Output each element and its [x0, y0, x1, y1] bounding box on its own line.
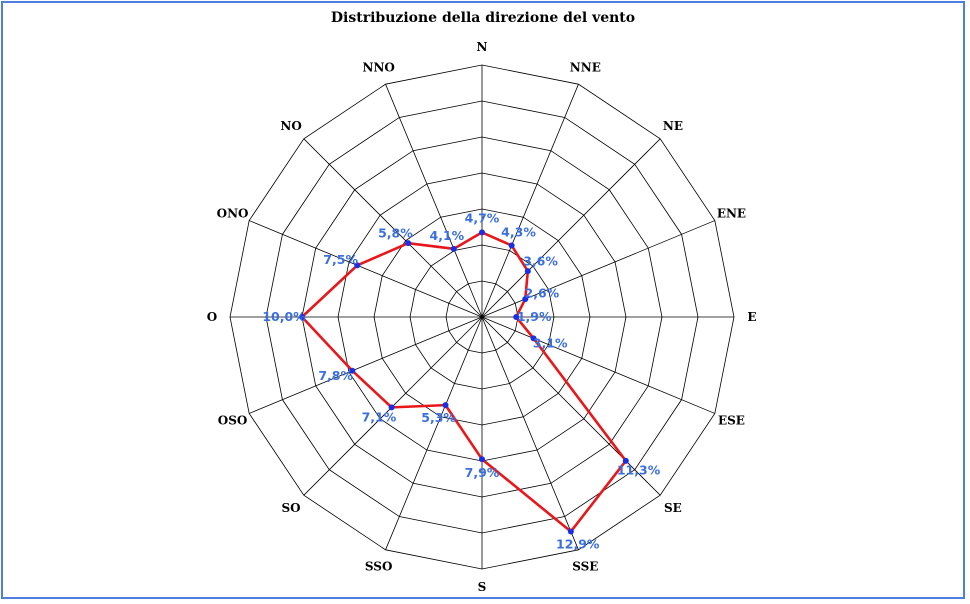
direction-label: E	[747, 310, 756, 324]
direction-label: ENE	[717, 207, 746, 221]
value-label: 4,3%	[501, 225, 536, 240]
data-point	[349, 367, 356, 374]
value-label: 7,9%	[465, 465, 500, 480]
data-point	[508, 242, 515, 249]
data-point	[524, 268, 531, 275]
grid-spoke	[385, 316, 483, 550]
value-label: 2,6%	[525, 286, 560, 301]
data-point	[567, 528, 574, 535]
grid-spoke	[385, 84, 483, 318]
value-label: 12,9%	[556, 536, 600, 551]
data-point	[513, 314, 520, 320]
grid-spoke	[249, 220, 483, 318]
direction-label: NNE	[570, 61, 601, 75]
data-point	[622, 457, 629, 464]
direction-label: ONO	[217, 207, 249, 221]
grid-spoke	[481, 84, 579, 318]
value-label: 5,3%	[421, 410, 456, 425]
value-label: 11,3%	[617, 463, 661, 478]
data-point	[405, 240, 412, 247]
value-label: 7,8%	[318, 368, 353, 383]
value-label: 1,9%	[517, 309, 552, 324]
direction-label: N	[477, 40, 488, 54]
data-point	[388, 404, 395, 411]
data-point	[479, 456, 485, 463]
data-point	[299, 314, 305, 320]
grid-spoke	[481, 316, 661, 496]
direction-label: OSO	[218, 413, 248, 427]
grid-spoke	[481, 220, 715, 318]
data-point	[530, 335, 537, 342]
grid-spoke	[481, 316, 715, 414]
direction-label: SSE	[572, 559, 598, 573]
direction-label: NNO	[362, 61, 394, 75]
data-point	[442, 402, 449, 409]
direction-label: ESE	[718, 413, 745, 427]
grid-spoke	[481, 138, 661, 318]
data-point	[450, 245, 457, 252]
value-label: 3,6%	[523, 253, 558, 268]
direction-label: O	[207, 310, 217, 324]
direction-label: NE	[663, 119, 683, 133]
value-label: 5,8%	[378, 225, 413, 240]
grid-spoke	[249, 316, 483, 414]
value-label: 4,7%	[465, 210, 500, 225]
value-label: 10,0%	[262, 309, 306, 324]
value-label: 4,1%	[430, 228, 465, 243]
grid-spoke	[481, 316, 579, 550]
grid-spoke	[303, 138, 483, 318]
data-point	[354, 262, 361, 269]
direction-label: NO	[280, 119, 301, 133]
value-label: 7,1%	[362, 409, 397, 424]
data-point	[522, 296, 529, 303]
direction-label: SSO	[365, 559, 393, 573]
direction-label: SO	[282, 501, 301, 515]
direction-label: S	[478, 580, 487, 594]
chart-title: Distribuzione della direzione del vento	[330, 10, 636, 26]
direction-label: SE	[664, 501, 682, 515]
value-label: 3,1%	[533, 336, 568, 351]
value-label: 7,5%	[323, 252, 358, 267]
data-point	[479, 229, 485, 236]
